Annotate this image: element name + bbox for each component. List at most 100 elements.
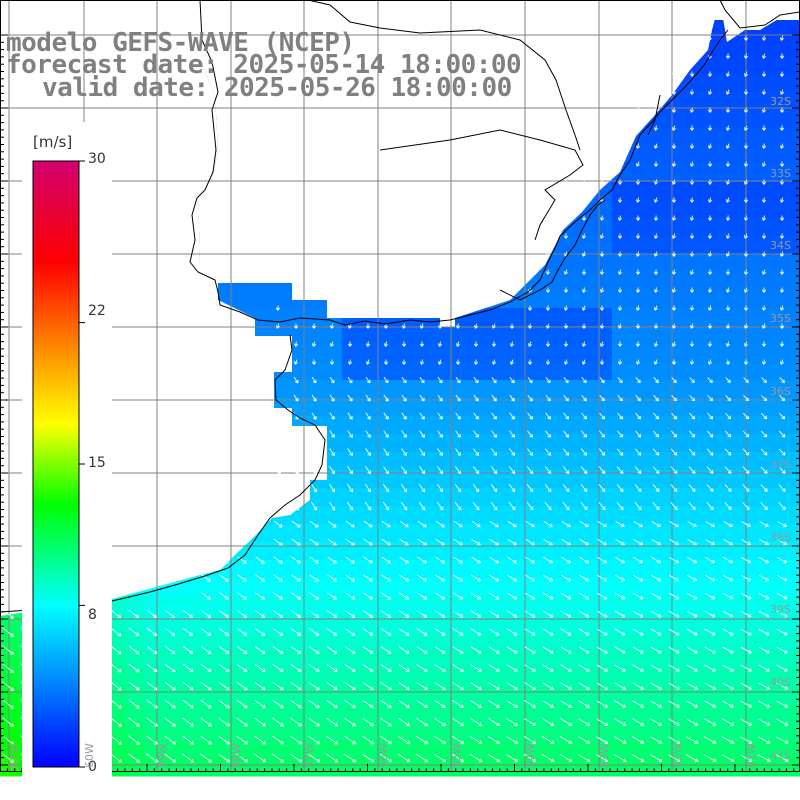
- wind-speed-cell: [432, 434, 451, 453]
- wind-arrow: [435, 556, 445, 564]
- wind-speed-cell: [108, 704, 127, 723]
- wind-speed-cell: [684, 668, 703, 687]
- wind-arrow: [362, 664, 374, 672]
- wind-speed-cell: [738, 434, 757, 453]
- wind-speed-cell: [450, 362, 469, 381]
- wind-arrow: [293, 376, 299, 384]
- wind-arrow: [200, 646, 212, 655]
- wind-arrow: [740, 700, 753, 708]
- wind-arrow: [293, 323, 299, 329]
- wind-arrow: [401, 430, 407, 438]
- wind-arrow: [254, 664, 266, 673]
- wind-arrow: [254, 628, 266, 636]
- wind-arrow: [218, 735, 230, 745]
- wind-arrow: [687, 539, 697, 546]
- wind-arrow: [760, 448, 768, 456]
- wind-speed-cell: [378, 740, 397, 759]
- wind-speed-cell: [612, 560, 631, 579]
- wind-arrow: [577, 736, 591, 745]
- wind-arrow: [615, 556, 625, 564]
- wind-speed-cell: [378, 668, 397, 687]
- wind-arrow: [652, 430, 660, 438]
- wind-arrow: [581, 179, 587, 185]
- wind-speed-cell: [684, 128, 703, 147]
- wind-speed-cell: [144, 740, 163, 759]
- wind-speed-cell: [720, 56, 739, 75]
- wind-arrow: [326, 735, 338, 745]
- wind-arrow: [219, 556, 229, 564]
- wind-arrow: [653, 377, 659, 384]
- wind-speed-cell: [702, 164, 721, 183]
- wind-arrow: [689, 287, 695, 293]
- wind-speed-cell: [576, 578, 595, 597]
- wind-speed-cell: [414, 380, 433, 399]
- wind-speed-cell: [684, 614, 703, 633]
- wind-arrow: [272, 628, 284, 636]
- wind-arrow: [218, 753, 231, 763]
- wind-arrow: [146, 645, 158, 655]
- wind-speed-cell: [756, 524, 775, 543]
- wind-arrow: [365, 394, 371, 402]
- wind-arrow: [689, 305, 695, 311]
- wind-arrow: [599, 215, 605, 221]
- wind-arrow: [2, 717, 14, 727]
- wind-speed-cell: [630, 560, 649, 579]
- wind-speed-cell: [198, 722, 217, 741]
- wind-arrow: [707, 251, 713, 257]
- wind-arrow: [704, 628, 716, 636]
- wind-speed-cell: [792, 686, 800, 705]
- wind-arrow: [689, 161, 694, 167]
- wind-arrow: [382, 483, 390, 493]
- wind-arrow: [362, 735, 375, 745]
- wind-arrow: [779, 89, 785, 95]
- coastline-segment: [0, 334, 326, 613]
- wind-arrow: [563, 394, 569, 402]
- wind-speed-cell: [756, 668, 775, 687]
- wind-speed-cell: [540, 596, 559, 615]
- wind-speed-cell: [486, 506, 505, 525]
- wind-arrow: [347, 359, 353, 365]
- wind-arrow: [236, 699, 248, 709]
- wind-arrow: [688, 430, 696, 438]
- wind-arrow: [275, 305, 281, 311]
- wind-speed-cell: [558, 254, 577, 273]
- wind-speed-cell: [252, 290, 271, 309]
- wind-speed-cell: [378, 560, 397, 579]
- wind-speed-cell: [270, 524, 289, 543]
- wind-arrow: [543, 520, 553, 528]
- wind-arrow: [527, 376, 533, 384]
- wind-speed-cell: [720, 722, 739, 741]
- wind-speed-cell: [306, 488, 325, 507]
- wind-arrow: [470, 610, 482, 618]
- lon-label: 58W: [230, 743, 243, 768]
- wind-speed-cell: [576, 722, 595, 741]
- wind-arrow: [743, 269, 749, 275]
- wind-arrow: [689, 215, 694, 221]
- wind-arrow: [776, 646, 788, 654]
- wind-speed-cell: [702, 722, 721, 741]
- wind-arrow: [380, 610, 392, 618]
- wind-speed-cell: [666, 524, 685, 543]
- wind-arrow: [398, 610, 410, 618]
- wind-speed-cell: [594, 272, 613, 291]
- wind-speed-cell: [558, 416, 577, 435]
- wind-arrow: [472, 466, 480, 474]
- wind-arrow: [128, 663, 140, 673]
- wind-arrow: [415, 753, 429, 763]
- wind-arrow: [470, 718, 482, 727]
- wind-arrow: [254, 699, 266, 709]
- wind-arrow: [562, 501, 570, 511]
- wind-speed-cell: [396, 614, 415, 633]
- wind-arrow: [455, 412, 461, 420]
- wind-speed-cell: [396, 524, 415, 543]
- wind-arrow: [488, 682, 500, 690]
- wind-speed-cell: [792, 506, 800, 525]
- wind-arrow: [760, 430, 768, 438]
- wind-arrow: [544, 501, 552, 511]
- wind-speed-cell: [522, 542, 541, 561]
- wind-arrow: [128, 753, 140, 763]
- wind-speed-cell: [180, 614, 199, 633]
- wind-speed-cell: [630, 398, 649, 417]
- wind-arrow: [687, 556, 698, 564]
- wind-arrow: [578, 718, 591, 726]
